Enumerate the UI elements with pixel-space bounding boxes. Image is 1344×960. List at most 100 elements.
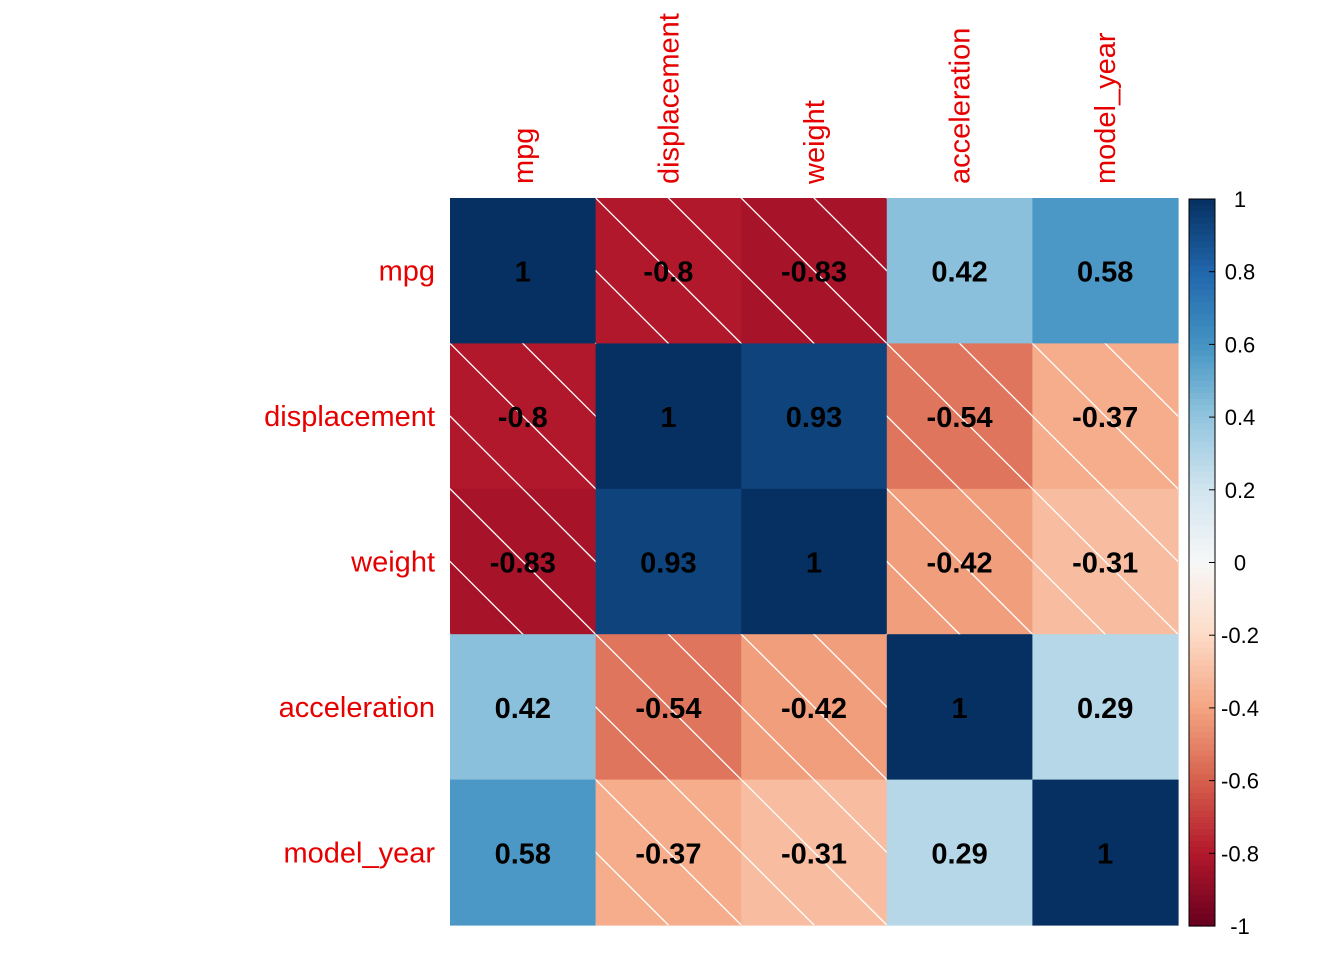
colorbar-swatch <box>1189 816 1215 824</box>
colorbar-swatch <box>1189 919 1215 927</box>
colorbar-swatch <box>1189 453 1215 461</box>
colorbar-swatch <box>1189 392 1215 400</box>
colorbar-swatch <box>1189 217 1215 224</box>
colorbar-swatch <box>1189 901 1215 909</box>
hatch-acceleration-weight <box>741 634 887 780</box>
colorbar-swatch <box>1189 332 1215 339</box>
colorbar-swatch <box>1189 544 1215 551</box>
colorbar-swatch <box>1189 550 1215 558</box>
cell-value: -0.42 <box>927 548 993 580</box>
colorbar-swatch <box>1189 514 1215 521</box>
colorbar-swatch <box>1189 253 1215 261</box>
colorbar-swatch <box>1189 417 1215 424</box>
colorbar-swatch <box>1189 683 1215 691</box>
colorbar-swatch <box>1189 459 1215 467</box>
row-label-mpg: mpg <box>379 256 435 288</box>
colorbar-swatch <box>1189 411 1215 418</box>
colorbar-swatch <box>1189 592 1215 600</box>
row-labels: mpg displacement weight acceleration model_y… <box>264 256 435 870</box>
colorbar-swatch <box>1189 259 1215 267</box>
cell-value: -0.42 <box>781 693 847 725</box>
colorbar-swatch <box>1189 501 1215 509</box>
column-label-acceleration: acceleration <box>945 28 977 184</box>
hatch-model_year-weight <box>741 779 887 925</box>
heatmap-cells <box>450 198 1179 926</box>
colorbar-swatch <box>1189 350 1215 358</box>
cell-value: -0.54 <box>927 402 993 434</box>
colorbar-swatch <box>1189 689 1215 697</box>
colorbar-swatch <box>1189 883 1215 891</box>
colorbar-swatch <box>1189 677 1215 685</box>
row-label-model_year: model_year <box>283 837 435 869</box>
colorbar-swatch <box>1189 750 1215 757</box>
colorbar-tick-label: 0.8 <box>1225 260 1256 285</box>
cell-value: -0.31 <box>1072 548 1138 580</box>
cell-value: 0.58 <box>1077 257 1133 289</box>
cell-acceleration-mpg <box>450 634 597 781</box>
colorbar-swatch <box>1189 720 1215 727</box>
colorbar-swatch <box>1189 707 1215 715</box>
colorbar: 1 0.8 0.6 0.4 0.2 0 -0.2 -0.4 -0.6 -0.8 -1 <box>1188 187 1259 939</box>
colorbar-swatch <box>1189 913 1215 921</box>
colorbar-swatch <box>1189 289 1215 297</box>
colorbar-swatch <box>1189 629 1215 636</box>
colorbar-swatch <box>1189 695 1215 703</box>
cell-value: -0.83 <box>781 257 847 289</box>
cell-mpg-acceleration <box>886 198 1033 344</box>
cell-value: -0.8 <box>643 257 693 289</box>
colorbar-swatch <box>1189 768 1215 776</box>
colorbar-swatch <box>1189 635 1215 642</box>
cell-acceleration-acceleration <box>886 634 1033 781</box>
colorbar-swatch <box>1189 380 1215 388</box>
cell-mpg-model_year <box>1032 198 1179 344</box>
cell-value: 1 <box>660 402 676 434</box>
cell-displacement-weight <box>741 343 888 490</box>
colorbar-swatch <box>1189 653 1215 661</box>
hatch-displacement-mpg <box>450 343 596 489</box>
colorbar-swatch <box>1189 762 1215 770</box>
colorbar-swatch <box>1189 229 1215 236</box>
colorbar-swatch <box>1189 774 1215 782</box>
colorbar-tick-label: 1 <box>1234 187 1246 212</box>
colorbar-swatch <box>1189 586 1215 594</box>
cell-value: -0.37 <box>1072 402 1138 434</box>
colorbar-swatch <box>1189 871 1215 879</box>
colorbar-swatch <box>1189 895 1215 903</box>
hatch-displacement-model_year <box>1032 343 1178 489</box>
colorbar-swatch <box>1189 465 1215 473</box>
row-label-weight: weight <box>350 547 435 579</box>
cell-value: -0.83 <box>490 548 556 580</box>
colorbar-swatch <box>1189 235 1215 243</box>
hatch-mpg-weight <box>741 198 887 344</box>
colorbar-swatch <box>1189 562 1215 570</box>
colorbar-swatch <box>1189 447 1215 455</box>
cell-value: 1 <box>952 693 968 725</box>
cell-value: 0.93 <box>786 402 842 434</box>
colorbar-tick-label: 0.2 <box>1225 478 1256 503</box>
colorbar-swatch <box>1189 241 1215 249</box>
colorbar-swatch <box>1189 404 1215 412</box>
colorbar-swatch <box>1189 283 1215 291</box>
colorbar-swatch <box>1189 823 1215 830</box>
colorbar-swatch <box>1189 610 1215 618</box>
colorbar-swatch <box>1189 726 1215 733</box>
cell-value: 0.29 <box>1077 693 1133 725</box>
colorbar-swatch <box>1189 665 1215 673</box>
column-label-displacement: displacement <box>653 13 685 184</box>
cell-mpg-mpg <box>450 198 597 344</box>
colorbar-swatch <box>1189 362 1215 370</box>
colorbar-swatch <box>1189 532 1215 539</box>
colorbar-swatch <box>1189 744 1215 751</box>
cell-model_year-model_year <box>1032 779 1179 926</box>
colorbar-swatch <box>1189 568 1215 576</box>
column-label-model_year: model_year <box>1090 32 1122 184</box>
negative-hatching <box>450 198 1178 925</box>
colorbar-swatch <box>1189 756 1215 764</box>
colorbar-tick-label: -0.8 <box>1221 841 1259 866</box>
colorbar-swatch <box>1189 247 1215 255</box>
colorbar-swatch <box>1189 398 1215 406</box>
colorbar-swatch <box>1189 738 1215 745</box>
colorbar-swatch <box>1189 495 1215 503</box>
hatch-weight-acceleration <box>886 488 1033 635</box>
colorbar-swatch <box>1189 798 1215 806</box>
